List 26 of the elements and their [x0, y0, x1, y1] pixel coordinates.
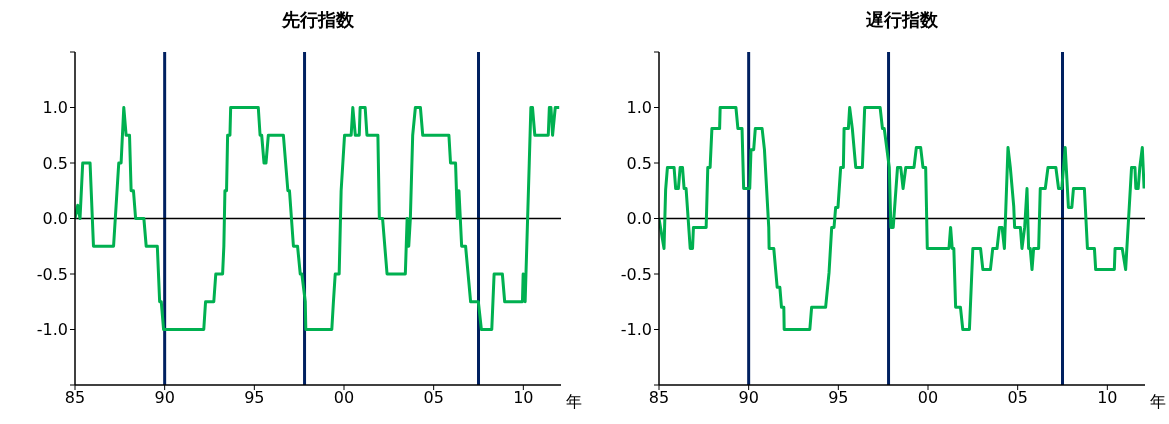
x-tick-label: 85 — [64, 388, 86, 408]
x-tick-label: 00 — [917, 388, 939, 408]
x-axis-title: 年 — [1150, 392, 1166, 413]
y-tick-label: 1.0 — [42, 98, 68, 118]
y-tick-label: 0.0 — [42, 209, 68, 229]
x-tick-label: 85 — [648, 388, 670, 408]
y-tick-label: 0.5 — [42, 153, 68, 173]
y-tick-label: 0.5 — [626, 153, 652, 173]
y-tick-label: 0.0 — [626, 209, 652, 229]
chart-title: 先行指数 — [281, 8, 355, 32]
x-tick-label: 90 — [154, 388, 175, 408]
chart-title: 遅行指数 — [865, 8, 939, 32]
x-tick-label: 05 — [1007, 388, 1028, 408]
x-tick-label: 00 — [333, 388, 355, 408]
y-tick-label: -0.5 — [620, 264, 652, 284]
x-tick-label: 90 — [738, 388, 759, 408]
y-tick-label: -0.5 — [36, 264, 68, 284]
x-tick-label: 10 — [513, 388, 534, 408]
y-tick-label: 1.0 — [626, 98, 652, 118]
y-tick-label: -1.0 — [36, 320, 68, 340]
x-tick-label: 95 — [828, 388, 849, 408]
x-tick-label: 10 — [1097, 388, 1118, 408]
y-tick-label: -1.0 — [620, 320, 652, 340]
x-tick-label: 05 — [423, 388, 444, 408]
x-axis-title: 年 — [566, 392, 582, 413]
x-tick-label: 95 — [244, 388, 265, 408]
